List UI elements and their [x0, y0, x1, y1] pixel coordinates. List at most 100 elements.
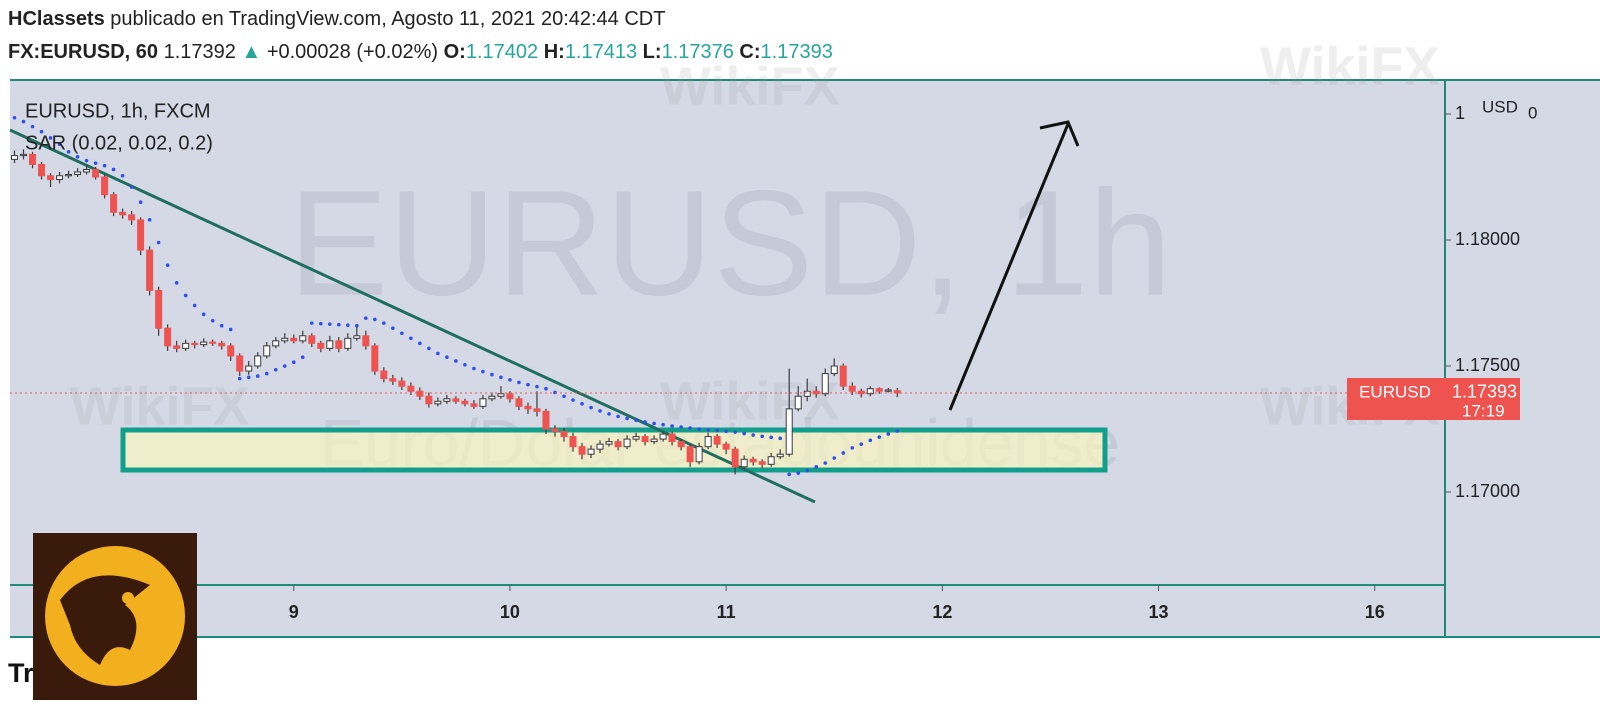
published: publicado en TradingView.com, Agosto 11,…	[110, 8, 665, 30]
sar-dot	[886, 432, 891, 436]
sar-dot	[661, 422, 665, 427]
sar-dot	[201, 312, 206, 317]
sar-dot	[751, 433, 755, 437]
sar-dot	[715, 428, 719, 433]
sar-dot	[526, 382, 530, 387]
sar-dot	[463, 362, 467, 367]
candle-body	[515, 398, 523, 407]
l-value: 1.17376	[662, 41, 734, 63]
price-axis-area	[1445, 80, 1600, 637]
sar-dot	[859, 442, 864, 446]
candle-body	[497, 393, 505, 397]
sar-dot	[625, 416, 629, 421]
currency: USD	[1482, 97, 1518, 116]
candle-body	[533, 408, 541, 412]
sar-dot	[102, 163, 107, 168]
candle-body	[830, 365, 838, 375]
candle-body	[749, 458, 757, 463]
sar-dot	[733, 430, 737, 434]
candle-body	[803, 390, 811, 397]
candle-body	[587, 448, 595, 455]
candle-body	[83, 168, 91, 173]
candle-body	[695, 446, 703, 463]
sar-dot	[607, 412, 611, 416]
brand-watermark: WikiFX	[70, 376, 250, 436]
sar-dot	[84, 158, 89, 163]
logo-eye	[122, 592, 134, 604]
sar-dot	[264, 371, 269, 376]
sar-dot	[580, 402, 584, 406]
candle-body	[668, 433, 676, 443]
candle-body	[821, 373, 829, 395]
candle-body	[353, 335, 361, 339]
sar-dot	[21, 119, 26, 124]
sar-dot	[472, 366, 476, 371]
sar-dot	[391, 326, 395, 331]
h-value: 1.17413	[565, 41, 637, 63]
sar-dot	[787, 472, 792, 477]
last-price-symbol: EURUSD	[1359, 382, 1431, 401]
sar-dot	[562, 394, 566, 399]
candle-body	[245, 365, 253, 372]
candle-body	[182, 342, 190, 349]
candle-body	[137, 219, 145, 251]
sar-dot	[724, 429, 728, 434]
candle-body	[434, 400, 442, 405]
sar-dot	[355, 323, 359, 328]
sar-dot	[409, 336, 413, 341]
candle-body	[371, 345, 379, 372]
sar-dot	[237, 376, 242, 381]
candle-body	[470, 403, 478, 407]
sar-dot	[571, 398, 575, 402]
sar-dot	[553, 390, 557, 395]
candle-body	[209, 341, 217, 344]
candle-body	[344, 337, 352, 349]
sar-dot	[138, 200, 143, 205]
candle-body	[407, 385, 415, 392]
sar-dot	[796, 471, 801, 475]
x-tick-label: 9	[289, 602, 299, 622]
candle-body	[65, 173, 73, 177]
candle-body	[794, 395, 802, 410]
sar-dot	[291, 360, 296, 365]
sar-dot	[427, 346, 431, 351]
sar-dot	[318, 321, 323, 326]
sar-dot	[282, 364, 287, 368]
candle-body	[758, 461, 766, 465]
candle-body	[776, 453, 784, 458]
candle-body	[524, 405, 532, 410]
sar-dot	[643, 420, 647, 424]
candle-body	[20, 153, 28, 157]
o-value: 1.17402	[466, 41, 538, 63]
arrow-shaft	[948, 123, 1070, 411]
symbol: FX:EURUSD, 60	[8, 41, 158, 63]
sar-dot	[57, 142, 62, 147]
candle-body	[623, 438, 631, 448]
candle-body	[866, 388, 874, 395]
candle-body	[641, 436, 649, 443]
sar-dot	[679, 425, 683, 429]
legend-title: EURUSD, 1h, FXCM	[25, 100, 211, 122]
sar-dot	[490, 372, 494, 377]
sar-dot	[147, 218, 152, 222]
sar-dot	[66, 150, 71, 154]
sar-dot	[598, 409, 602, 413]
candle-body	[650, 438, 658, 443]
quote-line: FX:EURUSD, 60 1.17392 ▲ +0.00028 (+0.02%…	[8, 41, 833, 63]
change: +0.00028 (+0.02%)	[267, 41, 438, 63]
candle-body	[506, 393, 514, 400]
candle-body	[389, 378, 397, 382]
sar-dot	[400, 331, 404, 336]
sar-dot	[382, 321, 386, 325]
sar-dot	[742, 431, 746, 436]
candle-body	[632, 436, 640, 440]
candle-body	[722, 443, 730, 450]
sar-dot	[688, 426, 692, 430]
candle-body	[218, 342, 226, 347]
sar-dot	[346, 323, 350, 327]
candle-body	[119, 211, 127, 216]
candle-body	[578, 446, 586, 455]
sar-dot	[634, 418, 638, 422]
candle-body	[731, 448, 739, 468]
candle-body	[74, 171, 82, 175]
